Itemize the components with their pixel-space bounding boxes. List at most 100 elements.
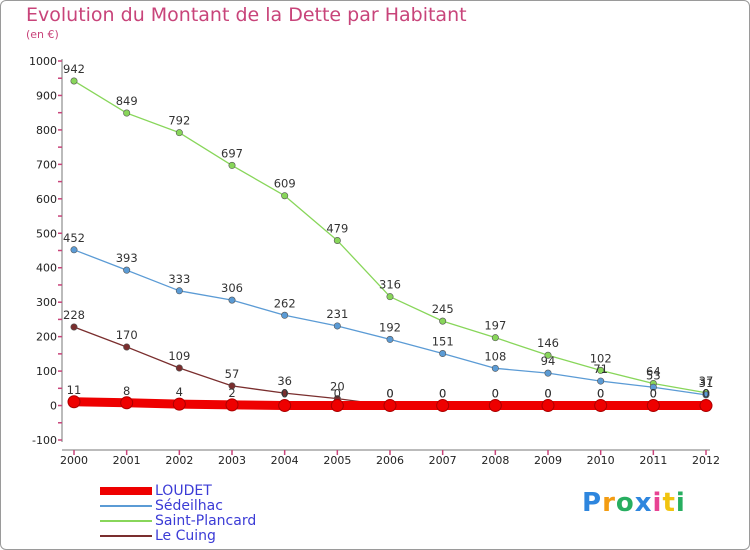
data-point — [436, 399, 450, 413]
data-label: 108 — [484, 349, 506, 363]
data-label: 306 — [221, 281, 243, 295]
x-tick-label: 2004 — [271, 454, 299, 467]
legend-item: LOUDET — [100, 483, 340, 499]
data-label: 109 — [168, 349, 190, 363]
data-label: 0 — [597, 387, 604, 401]
data-label: 0 — [702, 387, 709, 401]
logo-letter: r — [602, 488, 616, 518]
legend: LOUDET Sédeilhac Saint-Plancard Le Cuing — [100, 483, 340, 544]
data-label: 0 — [334, 387, 341, 401]
data-label: 0 — [702, 387, 709, 401]
data-label: 71 — [593, 362, 608, 376]
data-label: 192 — [379, 320, 401, 334]
y-tick-label: 1000 — [29, 55, 57, 68]
data-label: 0 — [492, 387, 499, 401]
data-label: 0 — [650, 387, 657, 401]
chart-title: Evolution du Montant de la Dette par Hab… — [26, 4, 467, 26]
data-point — [123, 266, 131, 274]
legend-swatch — [100, 505, 152, 507]
data-point — [228, 382, 236, 390]
data-label: 31 — [699, 376, 714, 390]
data-label: 8 — [123, 384, 130, 398]
legend-swatch — [100, 487, 152, 495]
x-tick-label: 2012 — [692, 454, 720, 467]
data-point — [67, 395, 81, 409]
y-tick-label: 500 — [36, 227, 57, 240]
data-point — [278, 399, 292, 413]
data-label: 316 — [379, 278, 401, 292]
data-label: 146 — [537, 336, 559, 350]
data-label: 2 — [228, 386, 235, 400]
legend-label: Saint-Plancard — [155, 513, 257, 529]
logo-letter: i — [652, 488, 663, 518]
data-point — [699, 399, 713, 413]
data-label: 792 — [168, 114, 190, 128]
data-point — [386, 293, 394, 301]
x-tick-label: 2009 — [534, 454, 562, 467]
data-point — [123, 343, 131, 351]
data-label: 102 — [590, 351, 612, 365]
data-point — [123, 109, 131, 117]
data-point — [330, 399, 344, 413]
data-point — [541, 399, 555, 413]
data-label: 228 — [63, 308, 85, 322]
logo-letter: o — [615, 488, 635, 518]
data-point — [333, 322, 341, 330]
data-point — [175, 364, 183, 372]
x-tick-label: 2003 — [218, 454, 246, 467]
y-tick-label: 600 — [36, 193, 57, 206]
legend-swatch — [100, 535, 152, 537]
data-label: 0 — [492, 387, 499, 401]
data-point — [594, 399, 608, 413]
axes: -100010020030040050060070080090010002000… — [29, 55, 720, 467]
y-tick-label: 200 — [36, 331, 57, 344]
logo-letter: i — [675, 488, 686, 518]
legend-item: Sédeilhac — [100, 498, 340, 514]
data-point — [439, 350, 447, 358]
data-label: 4 — [176, 385, 183, 399]
data-label: 0 — [439, 387, 446, 401]
legend-label: Le Cuing — [155, 528, 216, 544]
data-point — [597, 366, 605, 374]
y-tick-label: 0 — [50, 400, 57, 413]
y-tick-label: 300 — [36, 296, 57, 309]
data-label: 942 — [63, 62, 85, 76]
chart-unit: (en €) — [26, 28, 59, 41]
x-tick-label: 2007 — [429, 454, 457, 467]
data-label: 0 — [650, 387, 657, 401]
data-point — [333, 237, 341, 245]
legend-label: Sédeilhac — [155, 498, 223, 514]
data-point — [544, 351, 552, 359]
data-label: 0 — [544, 387, 551, 401]
series-layer — [67, 77, 713, 413]
data-point — [70, 323, 78, 331]
y-tick-label: 700 — [36, 158, 57, 171]
logo-letter: t — [662, 488, 676, 518]
data-point — [225, 398, 239, 412]
data-label: 479 — [326, 222, 348, 236]
data-label: 245 — [432, 302, 454, 316]
data-point — [120, 396, 134, 410]
data-label: 170 — [116, 328, 138, 342]
data-label: 393 — [116, 251, 138, 265]
data-labels: 9428497926976094793162451971461026437452… — [63, 62, 713, 401]
data-point — [175, 129, 183, 137]
data-point — [488, 399, 502, 413]
data-label: 64 — [646, 364, 661, 378]
data-point — [172, 397, 186, 411]
logo-letter: P — [582, 488, 603, 518]
data-label: 57 — [225, 367, 240, 381]
data-label: 262 — [274, 296, 296, 310]
x-tick-label: 2006 — [376, 454, 404, 467]
data-label: 53 — [646, 368, 661, 382]
data-label: 452 — [63, 231, 85, 245]
data-point — [491, 364, 499, 372]
data-point — [228, 161, 236, 169]
data-point — [544, 369, 552, 377]
data-label: 697 — [221, 146, 243, 160]
y-tick-label: 800 — [36, 124, 57, 137]
data-label: 0 — [281, 387, 288, 401]
x-tick-label: 2000 — [60, 454, 88, 467]
